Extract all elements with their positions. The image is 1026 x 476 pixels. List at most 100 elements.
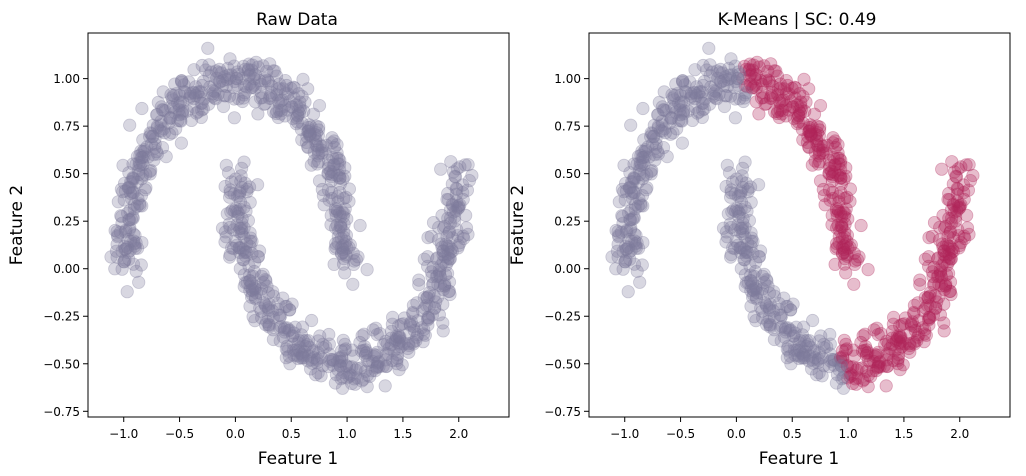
scatter-point — [739, 62, 753, 77]
scatter-point — [811, 356, 825, 370]
scatter-point — [328, 376, 342, 390]
scatter-point — [432, 308, 446, 322]
y-tick-label: −0.75 — [43, 405, 80, 419]
scatter-point — [136, 158, 150, 172]
scatter-point — [444, 155, 458, 169]
scatter-point — [294, 122, 308, 137]
scatter-point — [942, 193, 957, 207]
scatter-point — [791, 111, 805, 125]
scatter-point — [835, 354, 850, 368]
scatter-point — [792, 108, 806, 122]
scatter-point — [918, 290, 932, 305]
scatter-point — [748, 68, 762, 82]
scatter-point — [837, 239, 851, 253]
scatter-point — [896, 358, 910, 372]
scatter-point — [331, 363, 345, 377]
scatter-point — [397, 337, 411, 351]
scatter-point — [109, 244, 124, 258]
scatter-point — [180, 104, 194, 118]
scatter-point — [825, 218, 839, 232]
scatter-point — [744, 234, 759, 248]
scatter-point — [235, 227, 249, 241]
scatter-point — [610, 244, 625, 258]
scatter-point — [248, 282, 262, 296]
scatter-point — [729, 234, 743, 248]
scatter-point — [710, 92, 724, 106]
scatter-point — [335, 351, 349, 365]
scatter-point — [121, 245, 135, 259]
scatter-point — [879, 379, 893, 393]
scatter-point — [891, 356, 905, 371]
scatter-point — [745, 277, 760, 291]
scatter-point — [758, 296, 772, 310]
scatter-point — [779, 87, 794, 101]
scatter-point — [324, 170, 338, 184]
scatter-point — [168, 77, 182, 91]
scatter-point — [369, 348, 383, 362]
scatter-point — [743, 57, 757, 71]
scatter-point — [311, 334, 325, 348]
scatter-point — [155, 141, 170, 155]
scatter-point — [406, 335, 420, 349]
scatter-point — [734, 221, 748, 236]
scatter-point — [835, 246, 850, 260]
scatter-point — [461, 158, 475, 172]
scatter-point — [740, 244, 754, 259]
scatter-point — [333, 354, 347, 368]
scatter-point — [829, 202, 844, 216]
scatter-point — [918, 322, 932, 337]
scatter-point — [330, 202, 344, 217]
scatter-point — [724, 186, 738, 200]
scatter-point — [719, 89, 734, 103]
scatter-point — [966, 168, 980, 183]
scatter-point — [251, 107, 265, 121]
scatter-point — [276, 82, 290, 96]
scatter-point — [443, 252, 457, 266]
scatter-point — [348, 377, 362, 391]
scatter-point — [346, 277, 360, 291]
y-tick-label: −0.75 — [544, 405, 581, 419]
scatter-point — [696, 78, 710, 93]
scatter-point — [433, 270, 448, 284]
scatter-point — [828, 140, 843, 155]
scatter-point — [420, 313, 435, 327]
scatter-point — [274, 319, 288, 334]
scatter-point — [936, 208, 950, 223]
scatter-point — [832, 229, 846, 243]
scatter-point — [724, 220, 738, 235]
scatter-point — [811, 352, 826, 366]
scatter-point — [949, 170, 964, 184]
scatter-point — [189, 88, 203, 103]
scatter-point — [787, 329, 801, 343]
scatter-point — [635, 189, 650, 203]
scatter-point — [725, 205, 739, 219]
scatter-point — [777, 82, 791, 96]
scatter-point — [702, 41, 716, 55]
scatter-point — [940, 258, 954, 272]
scatter-point — [327, 140, 341, 155]
scatter-point — [207, 91, 221, 105]
scatter-point — [231, 206, 245, 220]
scatter-point — [272, 96, 286, 110]
scatter-point — [159, 150, 173, 164]
scatter-point — [150, 145, 164, 159]
scatter-point — [337, 225, 351, 239]
scatter-point — [733, 225, 747, 239]
scatter-point — [812, 143, 826, 157]
scatter-point — [746, 80, 761, 94]
scatter-point — [958, 231, 972, 246]
scatter-point — [810, 138, 824, 152]
scatter-point — [270, 82, 284, 96]
scatter-point — [381, 347, 395, 361]
scatter-point — [945, 242, 960, 256]
scatter-point — [253, 91, 268, 105]
scatter-point — [777, 291, 791, 305]
scatter-point — [148, 132, 162, 146]
scatter-point — [264, 85, 278, 100]
scatter-point — [931, 252, 945, 266]
scatter-point — [747, 283, 761, 298]
scatter-point — [442, 239, 456, 253]
scatter-point — [127, 237, 141, 251]
scatter-point — [339, 359, 354, 373]
scatter-point — [675, 74, 690, 88]
